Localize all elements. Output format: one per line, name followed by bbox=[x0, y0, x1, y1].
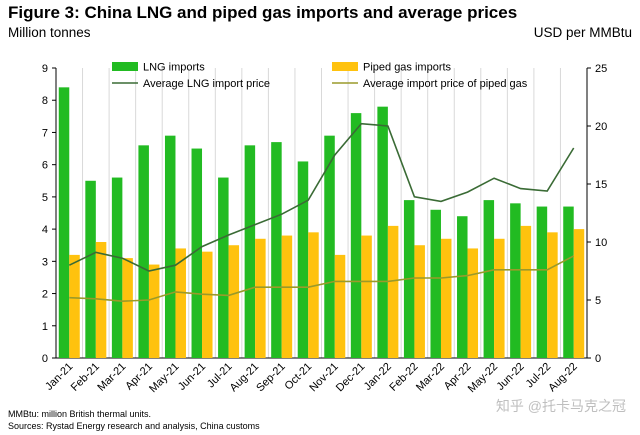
left-tick-label: 8 bbox=[42, 95, 48, 107]
x-tick-label: Jun-22 bbox=[494, 361, 526, 393]
watermark: 知乎 @托卡马克之冠 bbox=[495, 398, 626, 414]
lng-import-bar bbox=[164, 135, 176, 358]
piped-import-bar bbox=[228, 245, 240, 358]
legend-swatch-lng-imports bbox=[112, 62, 138, 71]
footnote-sources: Sources: Rystad Energy research and anal… bbox=[8, 421, 260, 431]
chart-title: Figure 3: China LNG and piped gas import… bbox=[8, 3, 518, 22]
lng-import-bar bbox=[271, 142, 282, 358]
x-tick-label: Mar-21 bbox=[95, 361, 128, 394]
left-tick-label: 1 bbox=[42, 321, 48, 333]
lng-import-bar bbox=[85, 180, 96, 358]
left-tick-label: 9 bbox=[42, 63, 48, 75]
piped-import-bar bbox=[547, 232, 558, 358]
legend-label-lng-price: Average LNG import price bbox=[143, 78, 270, 90]
right-tick-label: 25 bbox=[595, 63, 607, 75]
piped-import-bar bbox=[414, 245, 425, 358]
lng-import-bar bbox=[111, 177, 123, 358]
right-tick-label: 20 bbox=[595, 121, 607, 133]
lng-import-bar bbox=[483, 200, 495, 358]
x-tick-label: Jun-21 bbox=[176, 361, 208, 393]
legend-label-piped-price: Average import price of piped gas bbox=[363, 78, 528, 90]
lng-import-bar bbox=[563, 206, 574, 358]
piped-import-bar bbox=[440, 238, 452, 358]
x-tick-label: Nov-21 bbox=[307, 361, 341, 395]
lng-price-line bbox=[68, 122, 575, 272]
piped-import-bar bbox=[494, 238, 505, 358]
piped-import-bar bbox=[175, 248, 186, 358]
piped-import-bar bbox=[308, 232, 319, 358]
piped-import-bar bbox=[122, 258, 133, 358]
x-tick-label: Sep-21 bbox=[254, 361, 288, 395]
x-tick-label: May-21 bbox=[147, 361, 181, 395]
right-axis-unit: USD per MMBtu bbox=[533, 25, 632, 40]
piped-import-bar bbox=[281, 235, 293, 358]
right-tick-label: 15 bbox=[595, 179, 607, 191]
legend-swatch-piped-imports bbox=[332, 62, 358, 71]
left-tick-label: 5 bbox=[42, 192, 48, 204]
piped-import-bar bbox=[334, 254, 346, 358]
x-tick-label: Aug-22 bbox=[546, 361, 580, 395]
piped-import-bar bbox=[69, 254, 80, 358]
piped-import-bar bbox=[255, 238, 266, 358]
piped-import-bar bbox=[520, 225, 532, 358]
lng-import-bar bbox=[430, 209, 441, 358]
right-tick-label: 0 bbox=[595, 353, 601, 365]
left-tick-label: 4 bbox=[42, 224, 48, 236]
right-tick-label: 5 bbox=[595, 295, 601, 307]
left-tick-label: 7 bbox=[42, 127, 48, 139]
x-tick-label: Feb-21 bbox=[69, 361, 102, 394]
lng-import-bar bbox=[138, 145, 149, 358]
lng-import-bar bbox=[324, 135, 335, 358]
lng-import-bar bbox=[350, 113, 362, 358]
piped-import-bar bbox=[387, 225, 399, 358]
x-tick-label: Mar-22 bbox=[414, 361, 447, 394]
piped-import-bar bbox=[148, 264, 160, 358]
x-tick-label: May-22 bbox=[466, 361, 500, 395]
lng-import-bar bbox=[218, 177, 229, 358]
left-axis-unit: Million tonnes bbox=[8, 25, 91, 40]
piped-import-bar bbox=[573, 229, 585, 358]
piped-price-line bbox=[69, 255, 575, 303]
left-tick-label: 3 bbox=[42, 256, 48, 268]
piped-import-bar bbox=[361, 235, 372, 358]
lng-import-bar bbox=[377, 106, 388, 359]
legend-label-piped-imports: Piped gas imports bbox=[363, 62, 452, 74]
x-tick-label: Aug-21 bbox=[228, 361, 262, 395]
lng-import-bar bbox=[510, 203, 521, 358]
x-tick-label: Feb-22 bbox=[387, 361, 420, 394]
lng-import-bar bbox=[191, 148, 203, 358]
piped-import-bar bbox=[202, 251, 213, 358]
left-tick-label: 0 bbox=[42, 353, 48, 365]
x-tick-label: Dec-21 bbox=[334, 361, 368, 395]
right-tick-label: 10 bbox=[595, 237, 607, 249]
lng-import-bar bbox=[244, 145, 256, 358]
lng-import-bar bbox=[457, 216, 468, 358]
piped-import-bar bbox=[467, 248, 479, 358]
left-tick-label: 6 bbox=[42, 160, 48, 172]
legend-label-lng-imports: LNG imports bbox=[143, 62, 205, 74]
footnote-definition: MMBtu: million British thermal units. bbox=[8, 409, 152, 419]
left-tick-label: 2 bbox=[42, 289, 48, 301]
lng-import-bar bbox=[58, 87, 70, 358]
lng-import-bar bbox=[536, 206, 548, 358]
lng-import-bar bbox=[297, 161, 309, 358]
